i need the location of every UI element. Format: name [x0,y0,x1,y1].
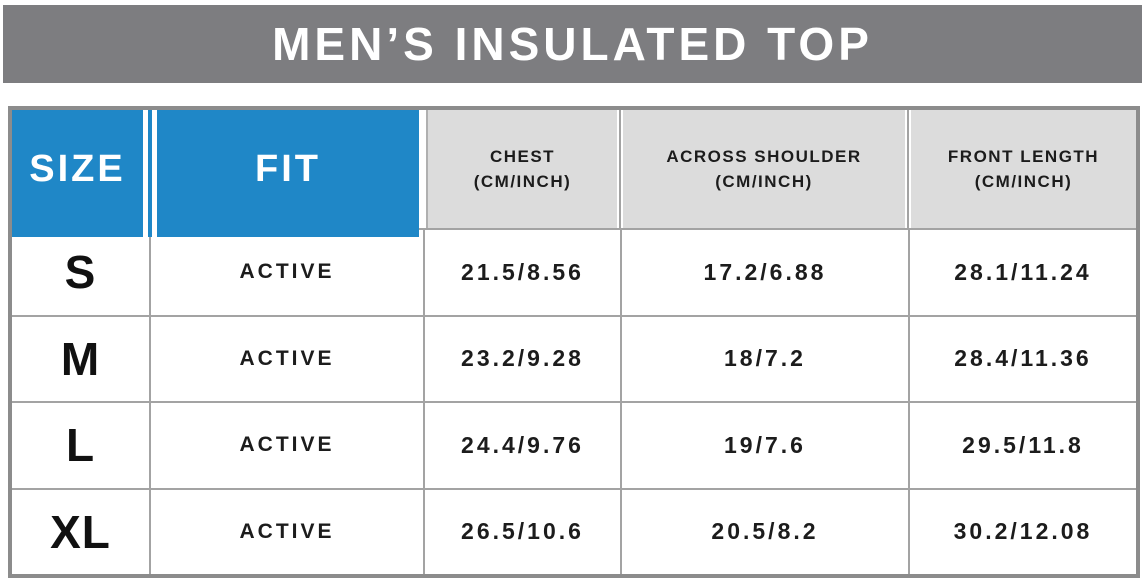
cell-divider [620,230,622,315]
fit-cell: ACTIVE [239,260,335,284]
cell-divider [149,403,151,488]
cell-divider [149,230,151,315]
front-length-cell: 30.2/12.08 [953,518,1093,545]
column-header-chest-label: CHEST [489,146,556,166]
column-header-size-label: SIZE [29,147,126,190]
shoulder-cell: 18/7.2 [724,345,806,372]
size-cell: XL [50,505,111,558]
table-header-row: SIZE FIT CHEST (CM/INCH) ACROSS SHOULDER… [12,110,1136,237]
cell-divider [908,230,910,315]
table-row-s: S ACTIVE 21.5/8.56 17.2/6.88 28.1/11.24 [12,228,1136,315]
cell-divider [149,489,151,574]
column-header-chest-units: (CM/INCH) [473,172,572,191]
fit-cell: ACTIVE [239,519,335,543]
table-row-xl: XL ACTIVE 26.5/10.6 20.5/8.2 30.2/12.08 [12,487,1136,574]
size-cell: S [64,246,97,299]
table-row-m: M ACTIVE 23.2/9.28 18/7.2 28.4/11.36 [12,314,1136,401]
cell-divider [908,316,910,401]
column-header-front-length-units: (CM/INCH) [974,172,1073,191]
front-length-cell: 28.1/11.24 [954,258,1092,285]
column-header-fit: FIT [157,110,419,237]
chest-cell: 21.5/8.56 [461,258,584,285]
chest-cell: 24.4/9.76 [461,431,584,458]
cell-divider [149,316,151,401]
column-divider [419,110,428,228]
fit-cell: ACTIVE [239,346,335,370]
page-title: MEN’S INSULATED TOP [272,18,873,70]
front-length-cell: 28.4/11.36 [954,345,1092,372]
cell-divider [620,403,622,488]
title-banner: MEN’S INSULATED TOP [3,5,1142,83]
column-header-fit-label: FIT [255,147,321,190]
size-cell: L [65,419,96,472]
column-divider [617,110,623,228]
chest-cell: 26.5/10.6 [461,518,584,545]
column-divider [143,110,157,237]
column-header-shoulder: ACROSS SHOULDER (CM/INCH) [623,110,905,228]
shoulder-cell: 19/7.6 [724,431,806,458]
shoulder-cell: 20.5/8.2 [711,518,819,545]
cell-divider [423,489,425,574]
front-length-cell: 29.5/11.8 [962,431,1084,458]
size-cell: M [60,332,101,385]
cell-divider [620,316,622,401]
column-header-front-length-label: FRONT LENGTH [947,146,1100,166]
table-row-l: L ACTIVE 24.4/9.76 19/7.6 29.5/11.8 [12,401,1136,488]
size-chart-table: SIZE FIT CHEST (CM/INCH) ACROSS SHOULDER… [8,106,1140,578]
column-header-shoulder-units: (CM/INCH) [715,172,813,191]
column-header-size: SIZE [12,110,143,237]
column-divider [905,110,911,228]
cell-divider [423,316,425,401]
cell-divider [423,230,425,315]
fit-cell: ACTIVE [239,433,335,457]
column-header-chest: CHEST (CM/INCH) [428,110,617,228]
chest-cell: 23.2/9.28 [461,345,584,372]
cell-divider [908,489,910,574]
cell-divider [423,403,425,488]
cell-divider [908,403,910,488]
column-header-front-length: FRONT LENGTH (CM/INCH) [911,110,1136,228]
shoulder-cell: 17.2/6.88 [703,258,827,285]
column-header-shoulder-label: ACROSS SHOULDER [666,146,862,166]
cell-divider [620,489,622,574]
